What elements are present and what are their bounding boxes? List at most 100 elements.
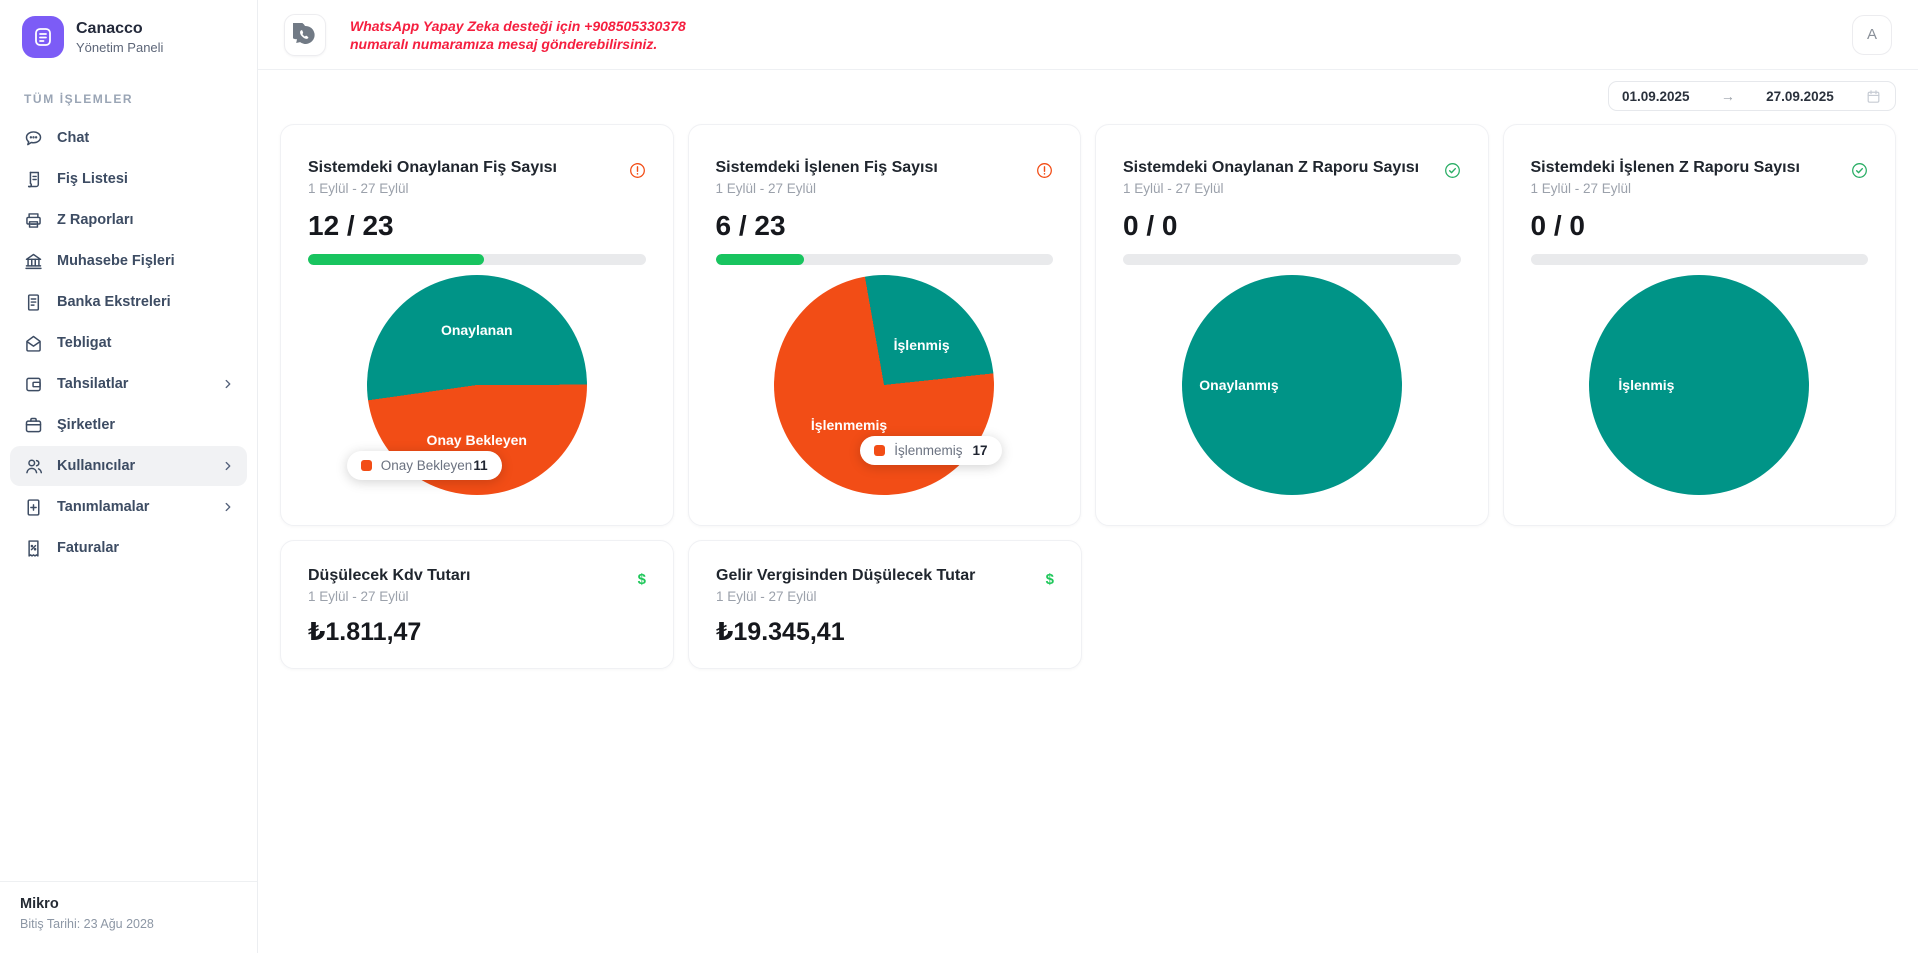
app-title: Canacco: [76, 19, 143, 37]
tooltip-swatch: [874, 445, 886, 456]
user-avatar[interactable]: A: [1852, 14, 1892, 55]
card-islenen-z-raporu: Sistemdeki İşlenen Z Raporu Sayısı 1 Eyl…: [1502, 124, 1896, 526]
chart-tooltip: İşlenmemiş 17: [860, 436, 1002, 465]
app-logo-icon: [22, 16, 64, 58]
date-start[interactable]: 01.09.2025: [1622, 88, 1690, 104]
card-islenen-fis: Sistemdeki İşlenen Fiş Sayısı 1 Eylül - …: [687, 124, 1081, 526]
card-date-range: 1 Eylül - 27 Eylül: [1530, 181, 1632, 196]
dollar-icon: $: [637, 571, 646, 588]
chevron-right-icon: [221, 377, 235, 391]
app-logo-text: Canacco Yönetim Paneli: [76, 20, 163, 55]
sidebar-item-label: Tanımlamalar: [57, 499, 150, 515]
whatsapp-button[interactable]: [284, 13, 326, 56]
date-range-picker[interactable]: 01.09.2025 → 27.09.2025: [1608, 81, 1896, 111]
whatsapp-notice-line2: numaralı numaramıza mesaj gönderebilirsi…: [350, 35, 658, 52]
money-cards-row: Düşülecek Kdv Tutarı 1 Eylül - 27 Eylül …: [280, 540, 1896, 669]
card-title: Sistemdeki İşlenen Fiş Sayısı: [715, 159, 938, 176]
progress-track: [715, 254, 1053, 265]
tooltip-swatch: [360, 460, 372, 471]
card-title: Düşülecek Kdv Tutarı: [308, 567, 471, 584]
pie-chart-wrap: Onaylanan Onay Bekleyen Onay Bekleyen 11: [346, 275, 587, 495]
progress-track: [1123, 254, 1461, 265]
invoice-icon: [22, 537, 44, 559]
card-value: 0 / 0: [1530, 210, 1585, 241]
toolbar-row: 01.09.2025 → 27.09.2025: [280, 81, 1896, 111]
sidebar-item-label: Banka Ekstreleri: [57, 294, 171, 310]
sidebar-item-tanimlamalar[interactable]: Tanımlamalar: [10, 487, 247, 527]
document-plus-icon: [22, 496, 44, 518]
dashboard-content: 01.09.2025 → 27.09.2025 Sistemdeki Onayl…: [258, 70, 1918, 953]
app-logo[interactable]: Canacco Yönetim Paneli: [0, 14, 257, 60]
briefcase-icon: [22, 414, 44, 436]
sidebar-item-tahsilatlar[interactable]: Tahsilatlar: [10, 364, 247, 404]
wallet-icon: [22, 373, 44, 395]
sidebar-item-tebligat[interactable]: Tebligat: [10, 323, 247, 363]
sidebar-item-muhasebe-fisleri[interactable]: Muhasebe Fişleri: [10, 241, 247, 281]
dollar-icon: $: [1045, 571, 1054, 588]
chart-tooltip: Onay Bekleyen 11: [346, 451, 502, 480]
warning-icon: [1035, 161, 1054, 180]
card-value: 6 / 23: [715, 210, 786, 241]
card-onaylanan-z-raporu: Sistemdeki Onaylanan Z Raporu Sayısı 1 E…: [1095, 124, 1489, 526]
whatsapp-notice-line1: WhatsApp Yapay Zeka desteği için +908505…: [350, 17, 686, 34]
progress-fill: [308, 254, 485, 265]
bank-icon: [22, 250, 44, 272]
tooltip-label: Onay Bekleyen: [380, 458, 473, 473]
stat-cards-row: Sistemdeki Onaylanan Fiş Sayısı 1 Eylül …: [280, 124, 1896, 526]
card-title: Sistemdeki Onaylanan Z Raporu Sayısı: [1123, 159, 1420, 176]
progress-track: [1530, 254, 1868, 265]
sidebar-item-label: Faturalar: [57, 540, 120, 556]
chat-icon: [22, 127, 44, 149]
card-title: Gelir Vergisinden Düşülecek Tutar: [716, 567, 976, 584]
card-date-range: 1 Eylül - 27 Eylül: [308, 589, 409, 604]
amount-value: ₺1.811,47: [308, 618, 422, 646]
card-value: 0 / 0: [1123, 210, 1178, 241]
amount-value: ₺19.345,41: [716, 618, 845, 646]
sidebar-item-label: Chat: [57, 130, 90, 146]
arrow-right-icon: →: [1720, 88, 1735, 104]
card-gelir-vergisi: Gelir Vergisinden Düşülecek Tutar 1 Eylü…: [688, 540, 1082, 669]
envelope-icon: [22, 332, 44, 354]
sidebar-item-label: Kullanıcılar: [57, 458, 136, 474]
sidebar-item-chat[interactable]: Chat: [10, 118, 247, 158]
tooltip-value: 17: [972, 443, 988, 458]
pie-chart-wrap: Onaylanmış: [1181, 275, 1402, 495]
sidebar-item-z-raporlari[interactable]: Z Raporları: [10, 200, 247, 240]
tooltip-value: 11: [473, 458, 488, 473]
pie-chart-wrap: İşlenmiş: [1589, 275, 1810, 495]
sidebar-item-kullanicilar[interactable]: Kullanıcılar: [10, 446, 247, 486]
chevron-right-icon: [221, 459, 235, 473]
sidebar-item-label: Muhasebe Fişleri: [57, 253, 175, 269]
main-area: WhatsApp Yapay Zeka desteği için +908505…: [258, 0, 1918, 953]
license-expiry: Bitiş Tarihi: 23 Ağu 2028: [20, 917, 154, 931]
card-title: Sistemdeki İşlenen Z Raporu Sayısı: [1530, 159, 1800, 176]
sidebar-item-label: Fiş Listesi: [57, 171, 128, 187]
sidebar-item-fis-listesi[interactable]: Fiş Listesi: [10, 159, 247, 199]
statement-icon: [22, 291, 44, 313]
check-icon: [1443, 161, 1462, 180]
sidebar-footer: Mikro Bitiş Tarihi: 23 Ağu 2028: [0, 881, 257, 953]
card-date-range: 1 Eylül - 27 Eylül: [715, 181, 817, 196]
card-value: 12 / 23: [308, 210, 394, 241]
pie-chart[interactable]: [1181, 275, 1402, 495]
whatsapp-icon: [293, 22, 317, 47]
sidebar-item-sirketler[interactable]: Şirketler: [10, 405, 247, 445]
sidebar-nav: Chat Fiş Listesi Z Raporları: [0, 118, 257, 568]
users-icon: [22, 455, 44, 477]
calendar-icon[interactable]: [1865, 88, 1882, 105]
chevron-right-icon: [221, 500, 235, 514]
check-icon: [1850, 161, 1869, 180]
date-end[interactable]: 27.09.2025: [1766, 88, 1834, 104]
sidebar-item-label: Z Raporları: [57, 212, 134, 228]
sidebar-item-label: Tebligat: [57, 335, 112, 351]
card-date-range: 1 Eylül - 27 Eylül: [1123, 181, 1224, 196]
whatsapp-notice: WhatsApp Yapay Zeka desteği için +908505…: [350, 17, 686, 53]
card-kdv-tutari: Düşülecek Kdv Tutarı 1 Eylül - 27 Eylül …: [280, 540, 674, 669]
top-header: WhatsApp Yapay Zeka desteği için +908505…: [258, 0, 1918, 70]
app-subtitle: Yönetim Paneli: [76, 39, 164, 55]
progress-fill: [715, 254, 804, 265]
pie-chart[interactable]: [1589, 275, 1810, 495]
sidebar-item-banka-ekstreleri[interactable]: Banka Ekstreleri: [10, 282, 247, 322]
printer-icon: [22, 209, 44, 231]
sidebar-item-faturalar[interactable]: Faturalar: [10, 528, 247, 568]
